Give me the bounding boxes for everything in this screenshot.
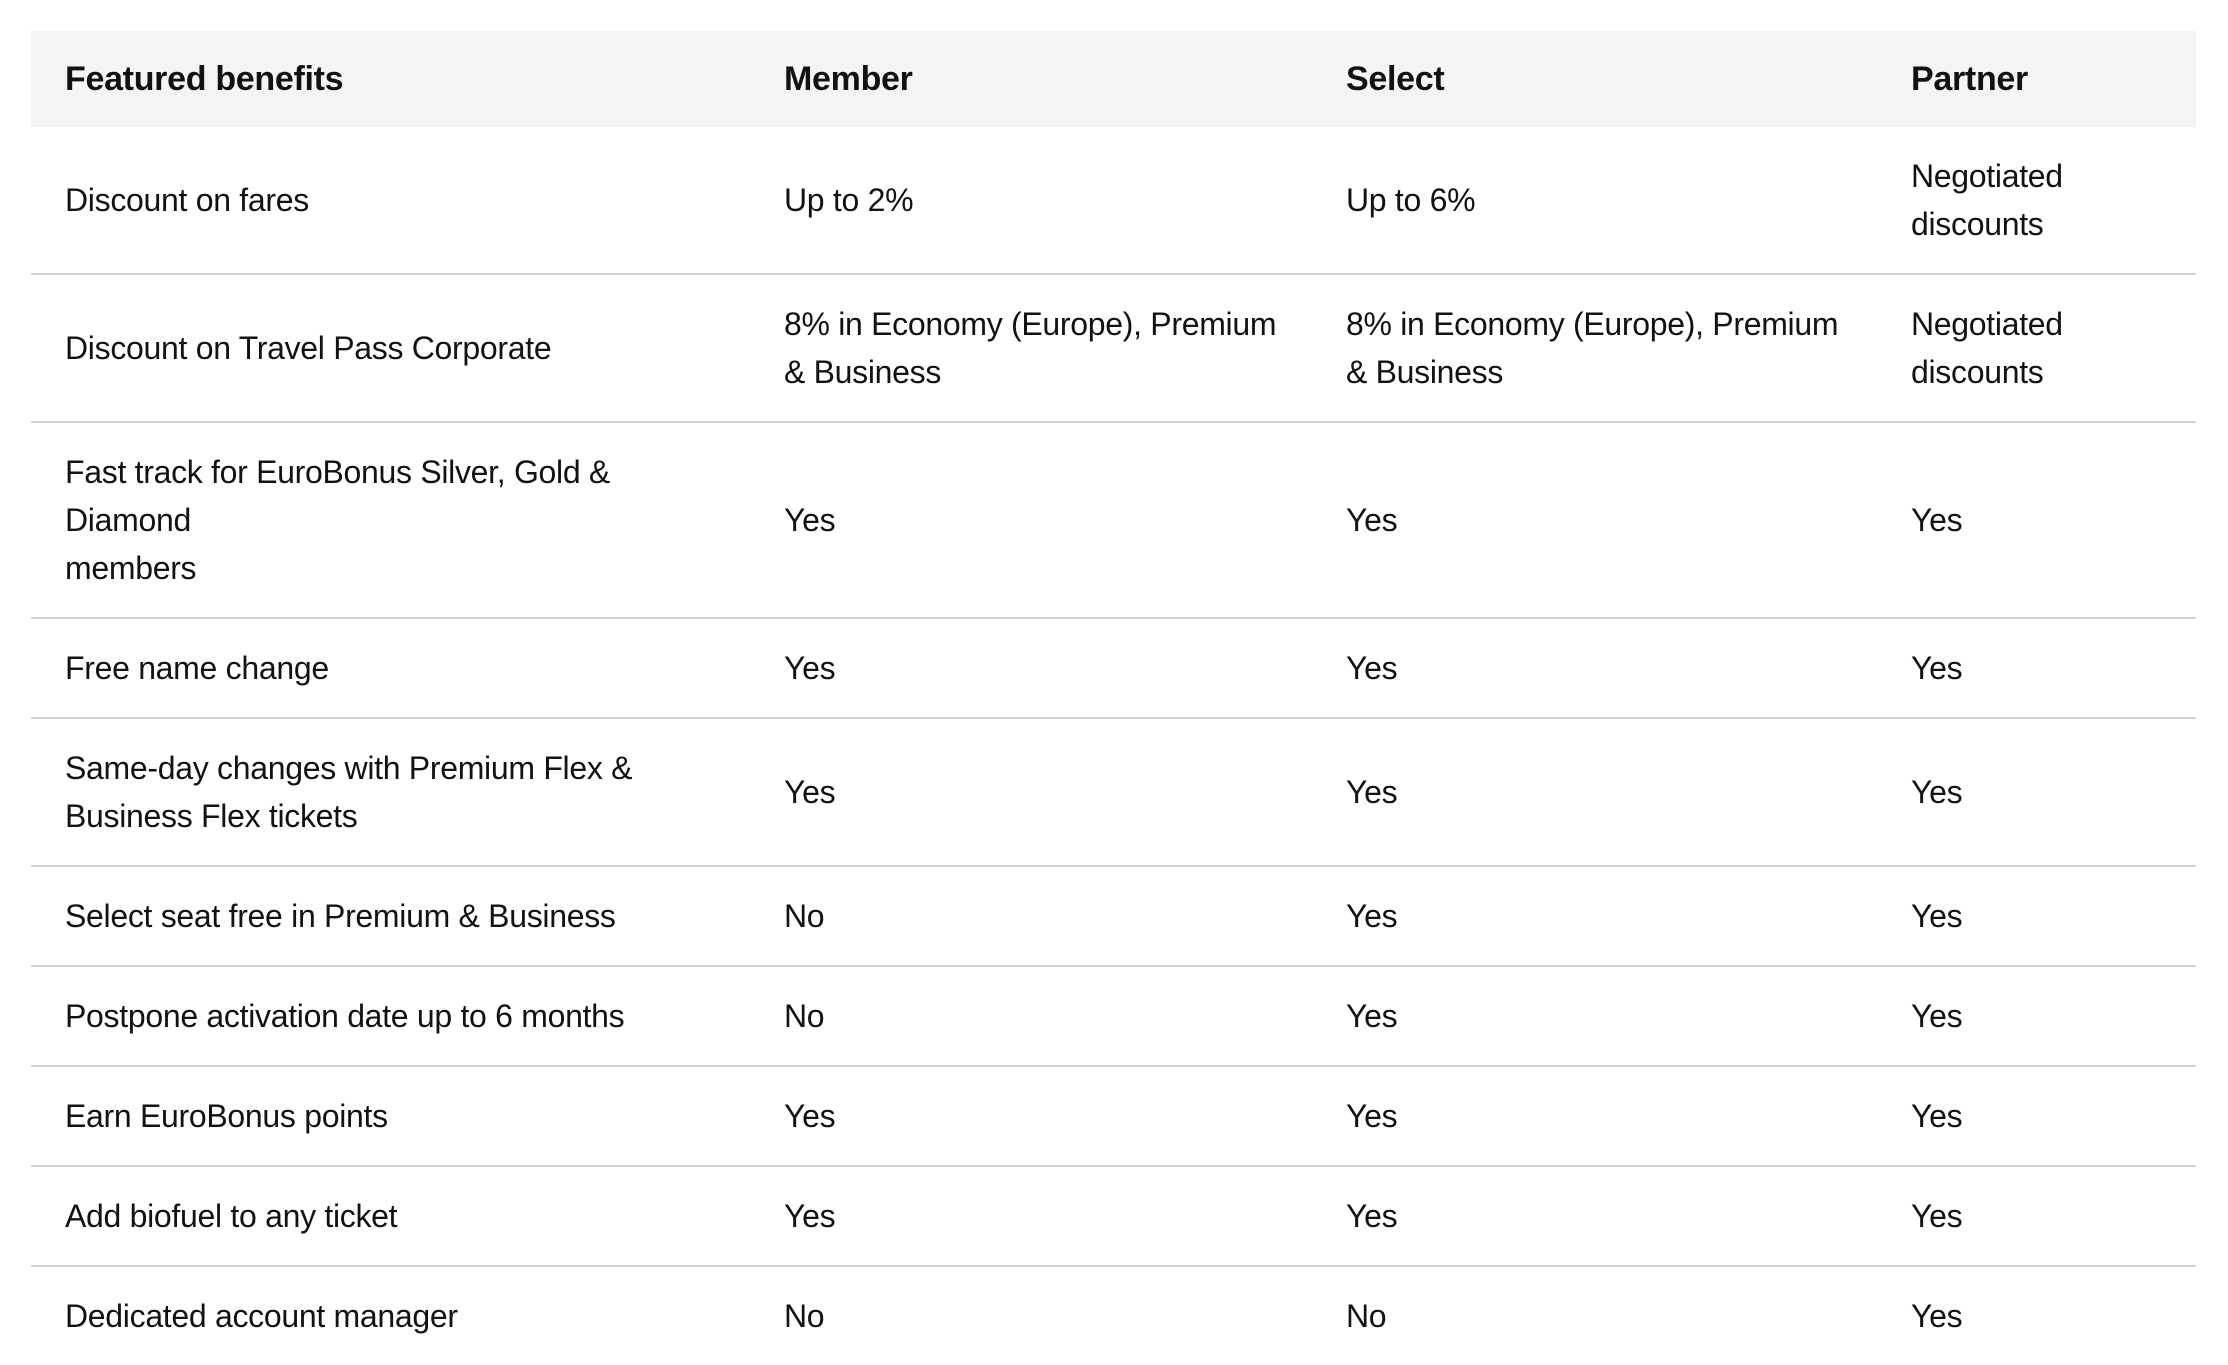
member-cell: No — [750, 965, 1312, 1066]
comparison-table: Featured benefits Member Select Partner … — [31, 31, 2196, 1365]
benefits-comparison-table: Featured benefits Member Select Partner … — [31, 31, 2196, 1365]
table-row: Dedicated account manager No No Yes — [31, 1265, 2196, 1365]
member-cell: Yes — [750, 421, 1312, 618]
column-header-member: Member — [784, 59, 913, 98]
benefit-cell: Discount on Travel Pass Corporate — [31, 273, 750, 422]
member-cell: Yes — [750, 617, 1312, 718]
select-cell: Yes — [1312, 1065, 1877, 1166]
benefit-cell: Discount on fares — [65, 182, 309, 218]
table-row: Postpone activation date up to 6 months … — [31, 965, 2196, 1066]
partner-cell: Negotiated discounts — [1877, 273, 2196, 422]
partner-cell: Yes — [1877, 617, 2196, 718]
partner-cell: Yes — [1877, 965, 2196, 1066]
benefit-cell: Add biofuel to any ticket — [31, 1165, 750, 1266]
table-row: Discount on Travel Pass Corporate 8% in … — [31, 273, 2196, 422]
member-cell: 8% in Economy (Europe), Premium & Busine… — [750, 273, 1312, 422]
benefit-cell: Earn EuroBonus points — [31, 1065, 750, 1166]
member-cell: Yes — [750, 717, 1312, 866]
column-header-featured-benefits: Featured benefits — [65, 59, 344, 98]
member-cell: No — [750, 865, 1312, 966]
table-row: Discount on fares Up to 2% Up to 6% Nego… — [31, 127, 2196, 274]
member-cell: Up to 2% — [784, 182, 914, 218]
benefit-cell: Fast track for EuroBonus Silver, Gold & … — [31, 421, 750, 618]
table-row: Add biofuel to any ticket Yes Yes Yes — [31, 1165, 2196, 1266]
benefit-cell: Postpone activation date up to 6 months — [31, 965, 750, 1066]
select-cell: 8% in Economy (Europe), Premium & Busine… — [1312, 273, 1877, 422]
select-cell: No — [1312, 1265, 1877, 1365]
member-cell: No — [750, 1265, 1312, 1365]
benefit-cell: Select seat free in Premium & Business — [31, 865, 750, 966]
member-cell: Yes — [750, 1065, 1312, 1166]
partner-cell: Yes — [1877, 1165, 2196, 1266]
table-row: Select seat free in Premium & Business N… — [31, 865, 2196, 966]
select-cell: Yes — [1312, 421, 1877, 618]
partner-cell: Negotiated discounts — [1911, 158, 2063, 242]
table-row: Free name change Yes Yes Yes — [31, 617, 2196, 718]
table-row: Fast track for EuroBonus Silver, Gold & … — [31, 421, 2196, 618]
select-cell: Yes — [1312, 865, 1877, 966]
member-cell: Yes — [750, 1165, 1312, 1266]
benefit-cell: Same-day changes with Premium Flex & Bus… — [31, 717, 750, 866]
select-cell: Yes — [1312, 717, 1877, 866]
partner-cell: Yes — [1877, 717, 2196, 866]
select-cell: Yes — [1312, 617, 1877, 718]
column-header-select: Select — [1346, 59, 1445, 98]
table-row: Earn EuroBonus points Yes Yes Yes — [31, 1065, 2196, 1166]
select-cell: Yes — [1312, 1165, 1877, 1266]
partner-cell: Yes — [1877, 865, 2196, 966]
benefit-cell: Free name change — [31, 617, 750, 718]
table-header-row: Featured benefits Member Select Partner — [31, 31, 2196, 127]
select-cell: Up to 6% — [1346, 182, 1476, 218]
select-cell: Yes — [1312, 965, 1877, 1066]
benefit-cell: Dedicated account manager — [31, 1265, 750, 1365]
partner-cell: Yes — [1877, 1265, 2196, 1365]
partner-cell: Yes — [1877, 1065, 2196, 1166]
column-header-partner: Partner — [1911, 59, 2028, 98]
partner-cell: Yes — [1877, 421, 2196, 618]
table-row: Same-day changes with Premium Flex & Bus… — [31, 717, 2196, 866]
